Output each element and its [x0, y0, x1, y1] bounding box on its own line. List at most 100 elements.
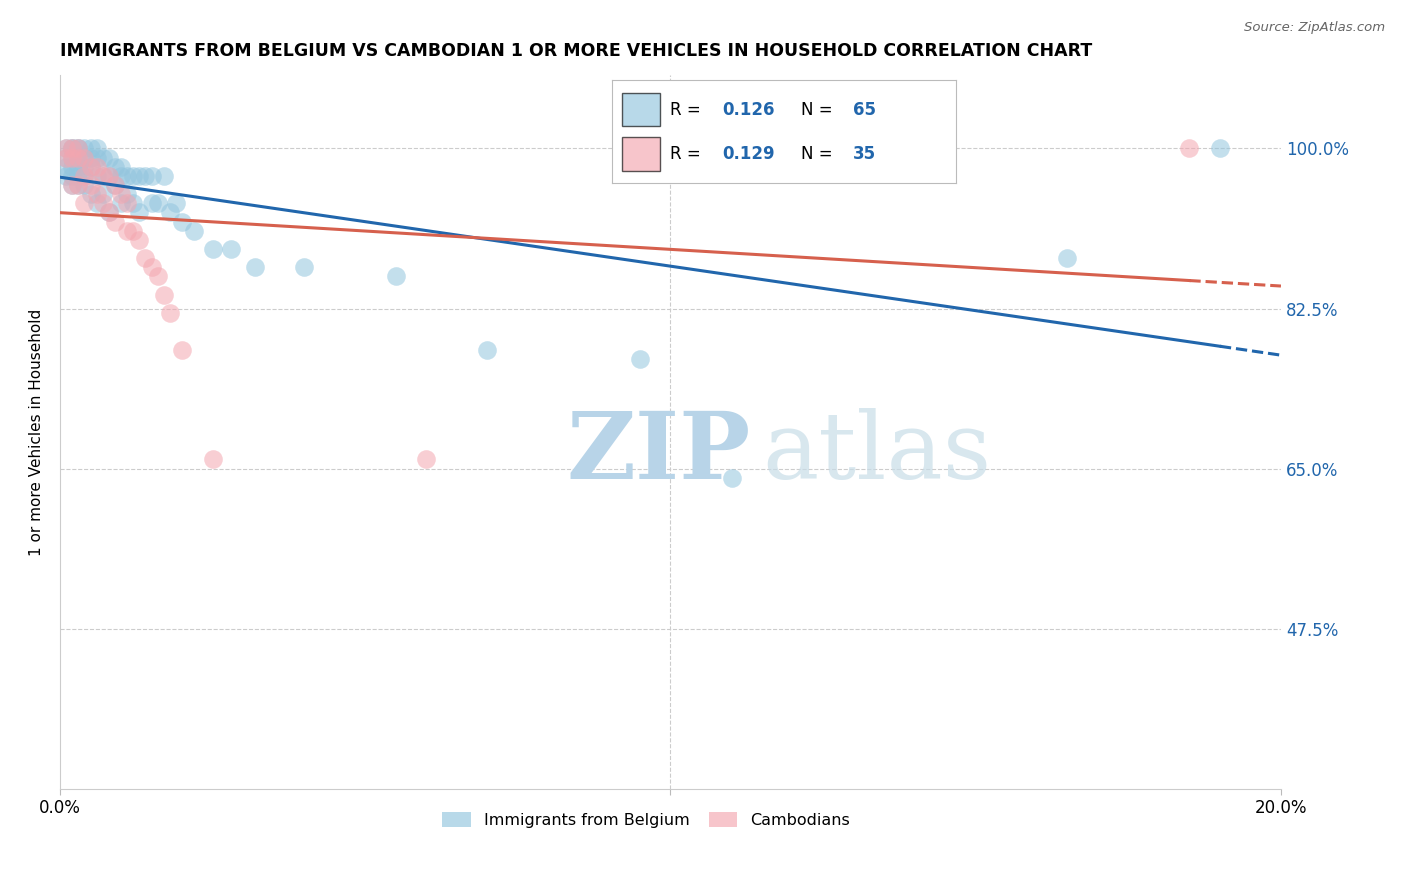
Point	[67, 141, 90, 155]
Point	[55, 141, 77, 155]
Point	[86, 151, 108, 165]
Point	[122, 224, 145, 238]
Point	[60, 141, 83, 155]
Point	[115, 187, 138, 202]
Text: 35: 35	[852, 145, 876, 162]
Point	[60, 160, 83, 174]
Point	[201, 242, 224, 256]
Point	[104, 178, 127, 192]
Point	[153, 287, 176, 301]
Y-axis label: 1 or more Vehicles in Household: 1 or more Vehicles in Household	[30, 309, 44, 556]
Point	[97, 169, 120, 183]
Point	[134, 169, 156, 183]
Point	[115, 196, 138, 211]
Text: 0.126: 0.126	[721, 101, 775, 119]
Point	[415, 452, 437, 467]
Point	[110, 169, 132, 183]
Point	[86, 141, 108, 155]
Point	[97, 205, 120, 219]
Point	[219, 242, 242, 256]
Point	[60, 151, 83, 165]
Point	[172, 343, 194, 357]
Point	[73, 169, 96, 183]
Text: IMMIGRANTS FROM BELGIUM VS CAMBODIAN 1 OR MORE VEHICLES IN HOUSEHOLD CORRELATION: IMMIGRANTS FROM BELGIUM VS CAMBODIAN 1 O…	[60, 42, 1092, 60]
Point	[97, 205, 120, 219]
Point	[159, 306, 181, 320]
Point	[79, 160, 101, 174]
Point	[60, 178, 83, 192]
Point	[110, 160, 132, 174]
Point	[1178, 141, 1201, 155]
Point	[128, 205, 150, 219]
Point	[60, 141, 83, 155]
Point	[97, 151, 120, 165]
Point	[104, 178, 127, 192]
Point	[79, 187, 101, 202]
Point	[60, 178, 83, 192]
Point	[104, 214, 127, 228]
Text: R =: R =	[671, 101, 706, 119]
Point	[128, 233, 150, 247]
Point	[110, 196, 132, 211]
Point	[86, 169, 108, 183]
Point	[141, 260, 163, 275]
Text: ZIP: ZIP	[567, 409, 751, 499]
Point	[55, 160, 77, 174]
Point	[153, 169, 176, 183]
Point	[86, 160, 108, 174]
Point	[67, 151, 90, 165]
Point	[79, 151, 101, 165]
Point	[79, 178, 101, 192]
Point	[79, 141, 101, 155]
Text: 65: 65	[852, 101, 876, 119]
Point	[115, 224, 138, 238]
Point	[67, 178, 90, 192]
Point	[67, 178, 90, 192]
Point	[67, 160, 90, 174]
Point	[292, 260, 315, 275]
Point	[1209, 141, 1232, 155]
Legend: Immigrants from Belgium, Cambodians: Immigrants from Belgium, Cambodians	[436, 806, 856, 834]
Point	[91, 196, 114, 211]
Point	[146, 196, 169, 211]
Text: atlas: atlas	[762, 409, 991, 499]
Point	[245, 260, 267, 275]
Text: N =: N =	[801, 101, 838, 119]
Point	[91, 151, 114, 165]
Text: 0.129: 0.129	[721, 145, 775, 162]
Point	[104, 160, 127, 174]
Text: Source: ZipAtlas.com: Source: ZipAtlas.com	[1244, 21, 1385, 34]
Point	[73, 196, 96, 211]
Point	[73, 169, 96, 183]
Point	[384, 269, 406, 284]
Point	[159, 205, 181, 219]
FancyBboxPatch shape	[621, 136, 659, 170]
Point	[128, 169, 150, 183]
Point	[60, 151, 83, 165]
Point	[67, 169, 90, 183]
Point	[73, 160, 96, 174]
Point	[55, 151, 77, 165]
Point	[122, 169, 145, 183]
Point	[97, 169, 120, 183]
Point	[55, 169, 77, 183]
Point	[141, 196, 163, 211]
Point	[55, 151, 77, 165]
Point	[183, 224, 205, 238]
Point	[67, 141, 90, 155]
Text: R =: R =	[671, 145, 706, 162]
Point	[73, 178, 96, 192]
Point	[73, 141, 96, 155]
Point	[165, 196, 187, 211]
Point	[73, 151, 96, 165]
Point	[67, 151, 90, 165]
Point	[110, 187, 132, 202]
Point	[55, 141, 77, 155]
Point	[67, 141, 90, 155]
Point	[79, 160, 101, 174]
Point	[60, 141, 83, 155]
Point	[628, 351, 651, 366]
Point	[73, 151, 96, 165]
Point	[91, 169, 114, 183]
Point	[86, 187, 108, 202]
